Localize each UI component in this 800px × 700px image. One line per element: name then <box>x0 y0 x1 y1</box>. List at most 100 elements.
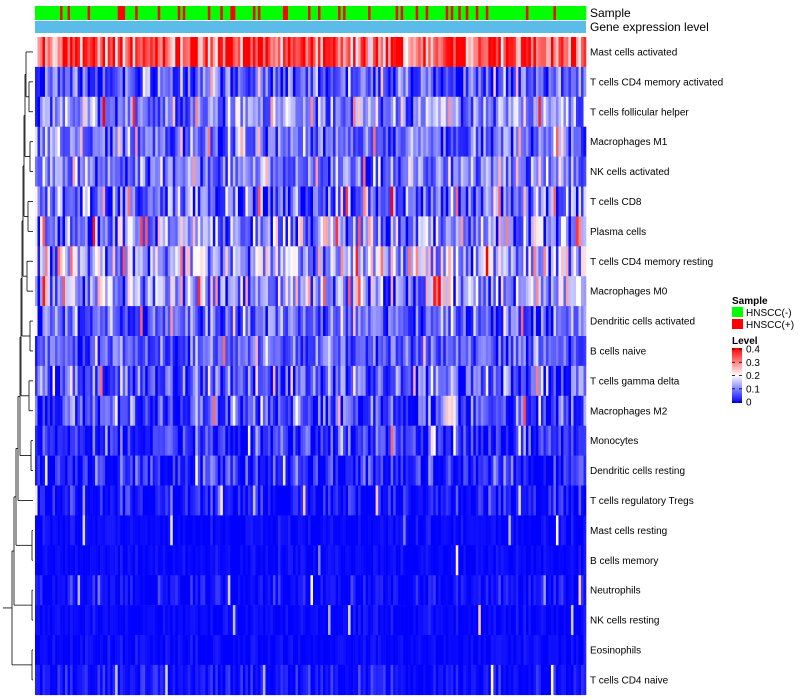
heatmap-cell <box>568 485 572 516</box>
heatmap-cell <box>70 425 73 456</box>
heatmap-cell <box>160 96 164 127</box>
heatmap-cell <box>85 126 88 157</box>
heatmap-cell <box>192 365 196 397</box>
heatmap-cell <box>480 635 484 666</box>
heatmap-cell <box>538 605 542 636</box>
heatmap-cell <box>190 635 194 666</box>
heatmap-cell <box>475 276 479 307</box>
heatmap-cell <box>490 515 494 546</box>
heatmap-cell <box>52 126 56 157</box>
heatmap-cell <box>390 306 394 337</box>
heatmap-cell <box>180 395 184 426</box>
heatmap-cell <box>170 635 174 666</box>
heatmap-cell <box>270 156 274 187</box>
heatmap-cell <box>360 246 364 277</box>
heatmap-cell <box>247 276 251 307</box>
heatmap-cell <box>550 336 554 367</box>
heatmap-cell <box>520 455 524 486</box>
sample-annotation-cell <box>423 6 426 20</box>
heatmap-cell <box>182 425 186 456</box>
heatmap-cell <box>425 485 429 516</box>
heatmap-cell <box>563 246 567 277</box>
heatmap-cell <box>37 515 41 546</box>
heatmap-cell <box>175 246 179 277</box>
heatmap-cell <box>345 545 349 576</box>
heatmap-cell <box>95 246 98 277</box>
heatmap-cell <box>255 545 259 576</box>
heatmap-cell <box>485 635 489 666</box>
heatmap-cell <box>272 425 276 456</box>
heatmap-cell <box>70 545 73 576</box>
heatmap-cell <box>443 66 447 98</box>
heatmap-cell <box>573 425 577 456</box>
heatmap-cell <box>42 395 46 426</box>
heatmap-cell <box>125 485 128 516</box>
heatmap-cell <box>435 635 439 666</box>
heatmap-cell <box>107 246 111 277</box>
heatmap-cell <box>247 126 251 157</box>
heatmap-cell <box>85 455 88 486</box>
heatmap-cell <box>385 276 389 307</box>
heatmap-cell <box>197 395 201 426</box>
heatmap-cell <box>90 365 93 397</box>
heatmap-cell <box>152 246 156 277</box>
heatmap-cell <box>252 545 256 576</box>
heatmap-cell <box>120 216 123 247</box>
heatmap-cell <box>140 186 143 217</box>
heatmap-cell <box>395 306 399 337</box>
heatmap-cell <box>302 156 306 187</box>
heatmap-cell <box>97 216 101 247</box>
heatmap-cell <box>192 425 196 456</box>
heatmap-cell <box>363 575 366 606</box>
heatmap-cell <box>573 156 577 187</box>
heatmap-cell <box>558 605 562 636</box>
heatmap-cell <box>323 635 326 666</box>
heatmap-cell <box>558 37 562 68</box>
heatmap-cell <box>358 425 361 456</box>
heatmap-cell <box>247 545 251 576</box>
heatmap-cell <box>52 575 56 606</box>
heatmap-cell <box>112 635 116 666</box>
heatmap-cell <box>182 485 186 516</box>
heatmap-cell <box>210 126 214 157</box>
heatmap-cell <box>265 276 269 307</box>
heatmap-cell <box>375 425 379 456</box>
heatmap-cell <box>383 575 386 606</box>
heatmap-cell <box>90 664 93 696</box>
heatmap-cell <box>523 126 527 157</box>
heatmap-cell <box>117 37 121 68</box>
heatmap-cell <box>583 216 587 247</box>
heatmap-cell <box>187 306 191 337</box>
heatmap-cell <box>247 515 251 546</box>
heatmap-cell <box>100 545 103 576</box>
heatmap-cell <box>240 575 244 606</box>
heatmap-cell <box>267 156 271 187</box>
heatmap-cell <box>365 96 369 127</box>
heatmap-cell <box>280 216 284 247</box>
heatmap-cell <box>282 246 286 277</box>
heatmap-cell <box>450 485 454 516</box>
heatmap-cell <box>130 455 133 486</box>
heatmap-cell <box>235 365 239 397</box>
heatmap-cell <box>555 515 559 546</box>
heatmap-cell <box>348 126 351 157</box>
heatmap-cell <box>195 276 199 307</box>
heatmap-cell <box>450 425 454 456</box>
heatmap-cell <box>122 545 126 576</box>
heatmap-cell <box>443 336 447 367</box>
heatmap-cell <box>290 455 294 486</box>
heatmap-cell <box>62 425 66 456</box>
heatmap-cell <box>210 545 214 576</box>
heatmap-cell <box>62 336 66 367</box>
heatmap-cell <box>292 96 296 127</box>
heatmap-cell <box>287 186 291 217</box>
heatmap-cell <box>270 395 274 426</box>
heatmap-cell <box>75 186 78 217</box>
heatmap-cell <box>473 365 477 397</box>
heatmap-cell <box>270 605 274 636</box>
heatmap-cell <box>380 246 384 277</box>
heatmap-cell <box>100 156 103 187</box>
heatmap-cell <box>568 515 572 546</box>
heatmap-cell <box>155 365 159 397</box>
heatmap-cell <box>575 37 579 68</box>
